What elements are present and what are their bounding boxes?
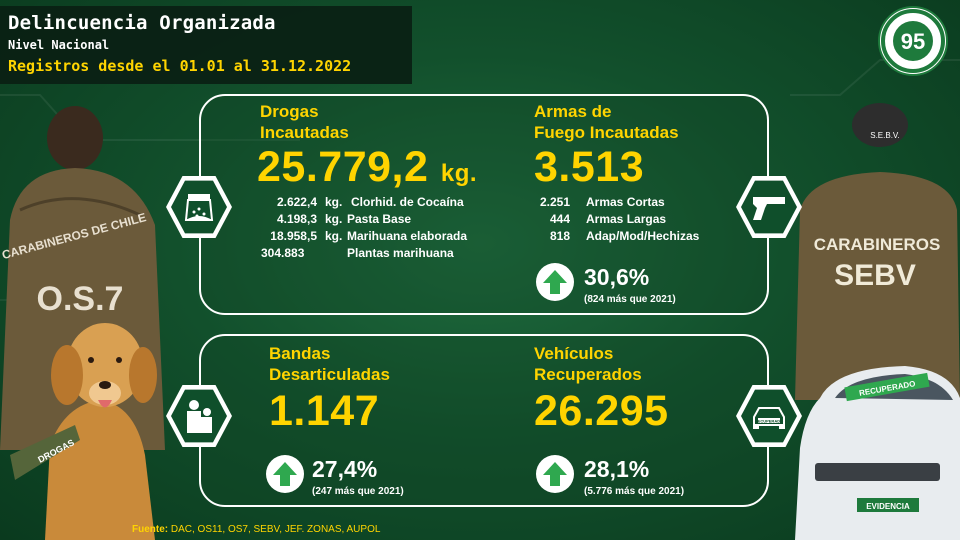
gangs-total: 1.147 — [269, 387, 380, 435]
page-title: Delincuencia Organizada — [8, 12, 276, 34]
drug-dog-photo: DROGAS — [5, 305, 170, 540]
vehicles-total: 26.295 — [534, 387, 669, 435]
vehicles-hex: RECUPERADO — [736, 384, 802, 448]
list-item: 18.958,5 kg. Marihuana elaborada — [270, 228, 468, 243]
vehicles-change-pct: 28,1% — [584, 456, 650, 482]
drug-bag-icon — [184, 194, 214, 221]
list-item: 818 Adap/Mod/Hechizas — [549, 228, 700, 243]
firearms-breakdown: 2.251 Armas Cortas 444 Armas Largas 818 Ada… — [530, 193, 699, 244]
drugs-hex — [166, 175, 232, 239]
officer-right-back-text-1: CARABINEROS — [814, 235, 941, 254]
drugs-label: Drogas Incautadas — [260, 102, 349, 142]
list-item: 444 Armas Largas — [549, 211, 667, 226]
gangs-label: Bandas Desarticuladas — [269, 344, 390, 384]
page-subtitle: Nivel Nacional — [8, 38, 110, 52]
date-range: Registros desde el 01.01 al 31.12.2022 — [8, 57, 352, 75]
firearms-hex — [736, 175, 802, 239]
gangs-change-note: (247 más que 2021) — [312, 486, 404, 497]
gangs-hex — [166, 384, 232, 448]
car-plate-text: EVIDENCIA — [866, 502, 910, 511]
badge-number: 95 — [901, 29, 925, 54]
list-item: 2.622,4 kg. Clorhid. de Cocaína — [276, 194, 464, 209]
firearms-change-note: (824 más que 2021) — [584, 294, 676, 305]
source-note: Fuente: DAC, OS11, OS7, SEBV, JEF. ZONAS… — [132, 524, 381, 535]
vehicles-label: Vehículos Recuperados — [534, 344, 642, 384]
seizures-panel — [199, 94, 769, 315]
firearms-total: 3.513 — [534, 143, 645, 191]
drugs-breakdown: 2.622,4 kg. Clorhid. de Cocaína 4.198,3 kg.… — [255, 193, 467, 261]
officer-left-unit-text: O.S.7 — [37, 280, 124, 318]
car-icon-tag: RECUPERADO — [755, 419, 783, 424]
recovered-car-icon: RECUPERADO — [753, 407, 785, 429]
list-item: 4.198,3 kg. Pasta Base — [276, 211, 412, 226]
anniversary-badge-icon: 95 — [878, 6, 948, 76]
firearms-label: Armas de Fuego Incautadas — [534, 102, 679, 142]
up-arrow-icon — [536, 455, 574, 493]
officer-right-shoulder-text: S.E.B.V. — [870, 131, 900, 140]
up-arrow-icon — [266, 455, 304, 493]
firearms-change-pct: 30,6% — [584, 264, 650, 290]
recovered-car-photo: RECUPERADO EVIDENCIA — [795, 358, 960, 540]
header-box: Delincuencia Organizada Nivel Nacional R… — [0, 6, 412, 84]
gangs-change-pct: 27,4% — [312, 456, 378, 482]
officer-sebv-photo: S.E.B.V. CARABINEROS SEBV — [785, 100, 960, 400]
pistol-icon — [753, 197, 785, 220]
list-item: 2.251 Armas Cortas — [539, 194, 665, 209]
list-item: 304.883 Plantas marihuana — [261, 245, 454, 260]
vehicles-change-note: (5.776 más que 2021) — [584, 486, 685, 497]
officer-right-back-text-2: SEBV — [834, 259, 916, 292]
drugs-total: 25.779,2 kg. — [257, 143, 478, 191]
arrested-people-icon — [187, 400, 212, 433]
up-arrow-icon — [536, 263, 574, 301]
